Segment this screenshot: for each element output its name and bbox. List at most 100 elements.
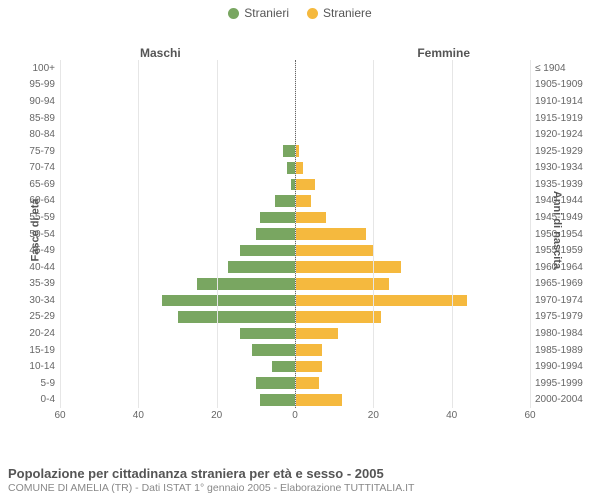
birth-year-label: 1910-1914 bbox=[530, 96, 590, 107]
x-tick: 40 bbox=[446, 410, 457, 421]
bar-female bbox=[295, 228, 366, 240]
birth-year-label: 1940-1944 bbox=[530, 195, 590, 206]
bar-female bbox=[295, 295, 467, 307]
plot-area: 100+≤ 190495-991905-190990-941910-191485… bbox=[60, 60, 530, 408]
age-label: 20-24 bbox=[20, 328, 60, 339]
legend-swatch-female bbox=[307, 8, 318, 19]
birth-year-label: 1985-1989 bbox=[530, 345, 590, 356]
x-tick: 0 bbox=[292, 410, 298, 421]
bar-female bbox=[295, 344, 322, 356]
age-label: 85-89 bbox=[20, 113, 60, 124]
age-label: 60-64 bbox=[20, 195, 60, 206]
bar-male bbox=[240, 245, 295, 257]
age-label: 5-9 bbox=[20, 378, 60, 389]
birth-year-label: 1905-1909 bbox=[530, 79, 590, 90]
x-tick: 20 bbox=[211, 410, 222, 421]
chart-subtitle: COMUNE DI AMELIA (TR) - Dati ISTAT 1° ge… bbox=[8, 482, 414, 494]
age-label: 25-29 bbox=[20, 311, 60, 322]
age-label: 0-4 bbox=[20, 394, 60, 405]
x-tick: 20 bbox=[368, 410, 379, 421]
bar-female bbox=[295, 361, 322, 373]
legend: Stranieri Straniere bbox=[0, 0, 600, 20]
population-pyramid-chart: Maschi Femmine Fasce di età Anni di nasc… bbox=[0, 20, 600, 440]
column-header-male: Maschi bbox=[140, 46, 181, 60]
birth-year-label: 1930-1934 bbox=[530, 162, 590, 173]
birth-year-label: 1980-1984 bbox=[530, 328, 590, 339]
grid-line bbox=[530, 60, 531, 408]
age-label: 30-34 bbox=[20, 295, 60, 306]
x-axis: 6040200204060 bbox=[60, 410, 530, 426]
bar-female bbox=[295, 245, 373, 257]
x-tick: 60 bbox=[54, 410, 65, 421]
age-label: 75-79 bbox=[20, 146, 60, 157]
age-label: 35-39 bbox=[20, 278, 60, 289]
birth-year-label: 2000-2004 bbox=[530, 394, 590, 405]
legend-label-female: Straniere bbox=[323, 6, 372, 20]
grid-line bbox=[217, 60, 218, 408]
bar-male bbox=[256, 228, 295, 240]
bar-female bbox=[295, 377, 319, 389]
bar-female bbox=[295, 212, 326, 224]
bar-male bbox=[260, 394, 295, 406]
age-label: 10-14 bbox=[20, 361, 60, 372]
legend-item-male: Stranieri bbox=[228, 6, 289, 20]
birth-year-label: 1955-1959 bbox=[530, 245, 590, 256]
age-label: 65-69 bbox=[20, 179, 60, 190]
bar-male bbox=[252, 344, 295, 356]
birth-year-label: 1920-1924 bbox=[530, 129, 590, 140]
age-label: 100+ bbox=[20, 63, 60, 74]
birth-year-label: 1935-1939 bbox=[530, 179, 590, 190]
bar-female bbox=[295, 328, 338, 340]
grid-line bbox=[373, 60, 374, 408]
chart-title: Popolazione per cittadinanza straniera p… bbox=[8, 466, 414, 481]
birth-year-label: 1975-1979 bbox=[530, 311, 590, 322]
age-label: 55-59 bbox=[20, 212, 60, 223]
chart-footer: Popolazione per cittadinanza straniera p… bbox=[8, 466, 414, 494]
column-header-female: Femmine bbox=[417, 46, 470, 60]
bar-female bbox=[295, 179, 315, 191]
age-label: 50-54 bbox=[20, 229, 60, 240]
bar-male bbox=[272, 361, 296, 373]
legend-item-female: Straniere bbox=[307, 6, 372, 20]
bar-male bbox=[228, 261, 295, 273]
birth-year-label: 1965-1969 bbox=[530, 278, 590, 289]
bar-female bbox=[295, 195, 311, 207]
bar-female bbox=[295, 162, 303, 174]
legend-swatch-male bbox=[228, 8, 239, 19]
birth-year-label: 1925-1929 bbox=[530, 146, 590, 157]
age-label: 45-49 bbox=[20, 245, 60, 256]
bar-male bbox=[178, 311, 296, 323]
grid-line bbox=[452, 60, 453, 408]
age-label: 95-99 bbox=[20, 79, 60, 90]
x-tick: 40 bbox=[133, 410, 144, 421]
age-label: 80-84 bbox=[20, 129, 60, 140]
grid-line bbox=[60, 60, 61, 408]
bar-male bbox=[287, 162, 295, 174]
birth-year-label: 1970-1974 bbox=[530, 295, 590, 306]
grid-line bbox=[138, 60, 139, 408]
birth-year-label: 1960-1964 bbox=[530, 262, 590, 273]
bar-female bbox=[295, 311, 381, 323]
birth-year-label: 1915-1919 bbox=[530, 113, 590, 124]
bar-male bbox=[197, 278, 295, 290]
bar-male bbox=[240, 328, 295, 340]
bar-male bbox=[256, 377, 295, 389]
age-label: 70-74 bbox=[20, 162, 60, 173]
age-label: 90-94 bbox=[20, 96, 60, 107]
bar-male bbox=[283, 145, 295, 157]
x-tick: 60 bbox=[524, 410, 535, 421]
bar-female bbox=[295, 278, 389, 290]
bar-male bbox=[162, 295, 295, 307]
bar-male bbox=[260, 212, 295, 224]
center-axis-line bbox=[295, 60, 296, 408]
bar-female bbox=[295, 394, 342, 406]
bar-female bbox=[295, 261, 401, 273]
bar-male bbox=[275, 195, 295, 207]
legend-label-male: Stranieri bbox=[244, 6, 289, 20]
age-label: 40-44 bbox=[20, 262, 60, 273]
birth-year-label: 1950-1954 bbox=[530, 229, 590, 240]
birth-year-label: ≤ 1904 bbox=[530, 63, 590, 74]
birth-year-label: 1945-1949 bbox=[530, 212, 590, 223]
age-label: 15-19 bbox=[20, 345, 60, 356]
birth-year-label: 1995-1999 bbox=[530, 378, 590, 389]
